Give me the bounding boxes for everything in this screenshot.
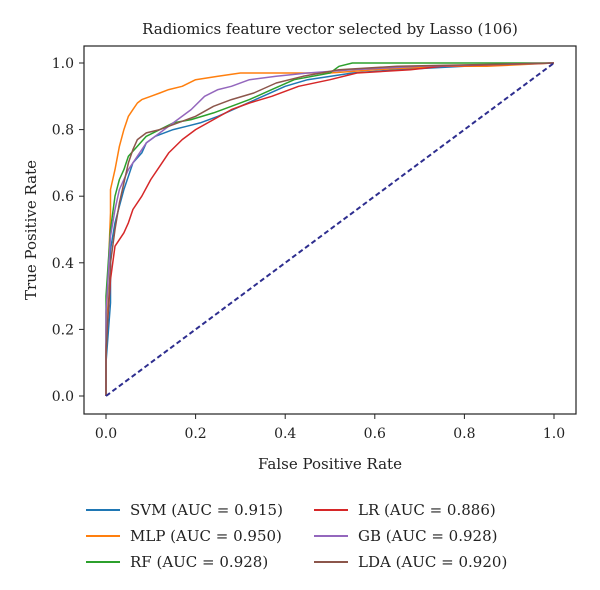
plot-frame <box>83 45 577 415</box>
roc-curve <box>105 62 555 396</box>
roc-curve <box>105 62 555 396</box>
roc-curve <box>105 62 555 396</box>
x-tick-label: 0.2 <box>184 426 206 442</box>
y-tick-label: 0.4 <box>52 256 74 272</box>
y-tick-label: 0.0 <box>52 389 74 405</box>
legend-label: MLP (AUC = 0.950) <box>130 527 282 545</box>
chance-diagonal-line <box>105 62 555 397</box>
chart-title: Radiomics feature vector selected by Las… <box>142 20 518 38</box>
y-tick-label: 0.2 <box>52 322 74 338</box>
roc-curve <box>105 62 555 396</box>
legend-label: SVM (AUC = 0.915) <box>130 501 283 519</box>
legend: SVM (AUC = 0.915) MLP (AUC = 0.950) RF (AU… <box>86 501 507 571</box>
x-tick-label: 0.0 <box>95 426 117 442</box>
x-tick-label: 0.4 <box>274 426 296 442</box>
x-tick-label: 0.6 <box>364 426 386 442</box>
y-tick-label: 0.6 <box>52 189 74 205</box>
x-tick-label: 0.8 <box>453 426 475 442</box>
y-tick-label: 0.8 <box>52 123 74 139</box>
x-axis-label: False Positive Rate <box>258 455 402 473</box>
legend-label: LDA (AUC = 0.920) <box>358 553 507 571</box>
y-tick-label: 1.0 <box>52 56 74 72</box>
legend-label: GB (AUC = 0.928) <box>358 527 497 545</box>
plot-area: 0.0 0.2 0.4 0.6 0.8 1.0 0.0 0.2 0.4 0.6 0.8 1.0 <box>52 45 577 442</box>
legend-label: RF (AUC = 0.928) <box>130 553 268 571</box>
x-tick-label: 1.0 <box>543 426 565 442</box>
y-axis-label: True Positive Rate <box>22 160 40 300</box>
legend-label: LR (AUC = 0.886) <box>358 501 496 519</box>
roc-curve <box>105 62 555 396</box>
